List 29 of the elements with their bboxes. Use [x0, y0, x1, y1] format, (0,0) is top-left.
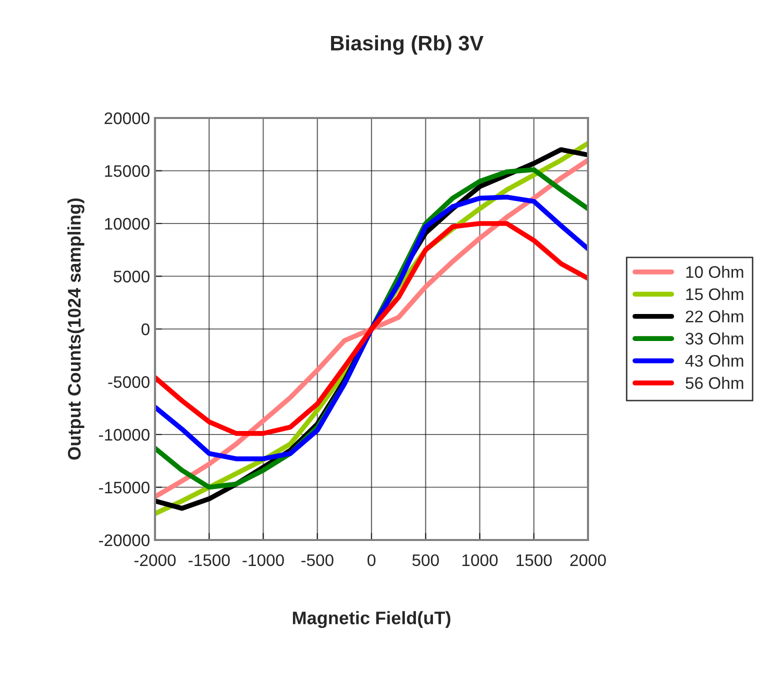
y-tick-label: 15000: [105, 165, 150, 177]
x-tick-label: -1500: [188, 554, 230, 566]
x-tick-label: 1000: [462, 554, 498, 566]
x-tick-label: -500: [301, 554, 334, 566]
y-tick-label: 5000: [114, 270, 150, 282]
y-tick-label: -20000: [98, 534, 150, 546]
y-tick-label: -10000: [98, 428, 150, 441]
legend-label: 15 Ohm: [686, 288, 744, 300]
y-tick-label: -5000: [108, 376, 150, 388]
line-series: [155, 194, 588, 462]
y-tick-label: -15000: [98, 482, 150, 494]
legend-label: 43 Ohm: [685, 354, 744, 367]
legend-label: 10 Ohm: [686, 266, 744, 278]
x-tick-label: 500: [412, 554, 439, 566]
x-tick-label: 2000: [570, 554, 606, 566]
x-tick-label: 0: [368, 554, 376, 566]
legend-label: 33 Ohm: [686, 332, 744, 345]
x-tick-label: -2000: [134, 554, 176, 566]
x-tick-label: 1500: [516, 554, 552, 566]
legend-label: 56 Ohm: [686, 376, 744, 389]
y-tick-label: 0: [142, 323, 150, 336]
y-axis-title: Output Counts(1024 sampling): [67, 198, 84, 460]
legend-label: 22 Ohm: [686, 310, 744, 322]
line-series: [155, 221, 588, 436]
y-tick-label: 10000: [105, 218, 150, 230]
y-tick-label: 20000: [104, 112, 150, 124]
chart-title: Biasing (Rb) 3V: [331, 35, 484, 55]
x-tick-label: -1000: [242, 554, 284, 566]
x-axis-title: Magnetic Field(uT): [292, 611, 450, 628]
